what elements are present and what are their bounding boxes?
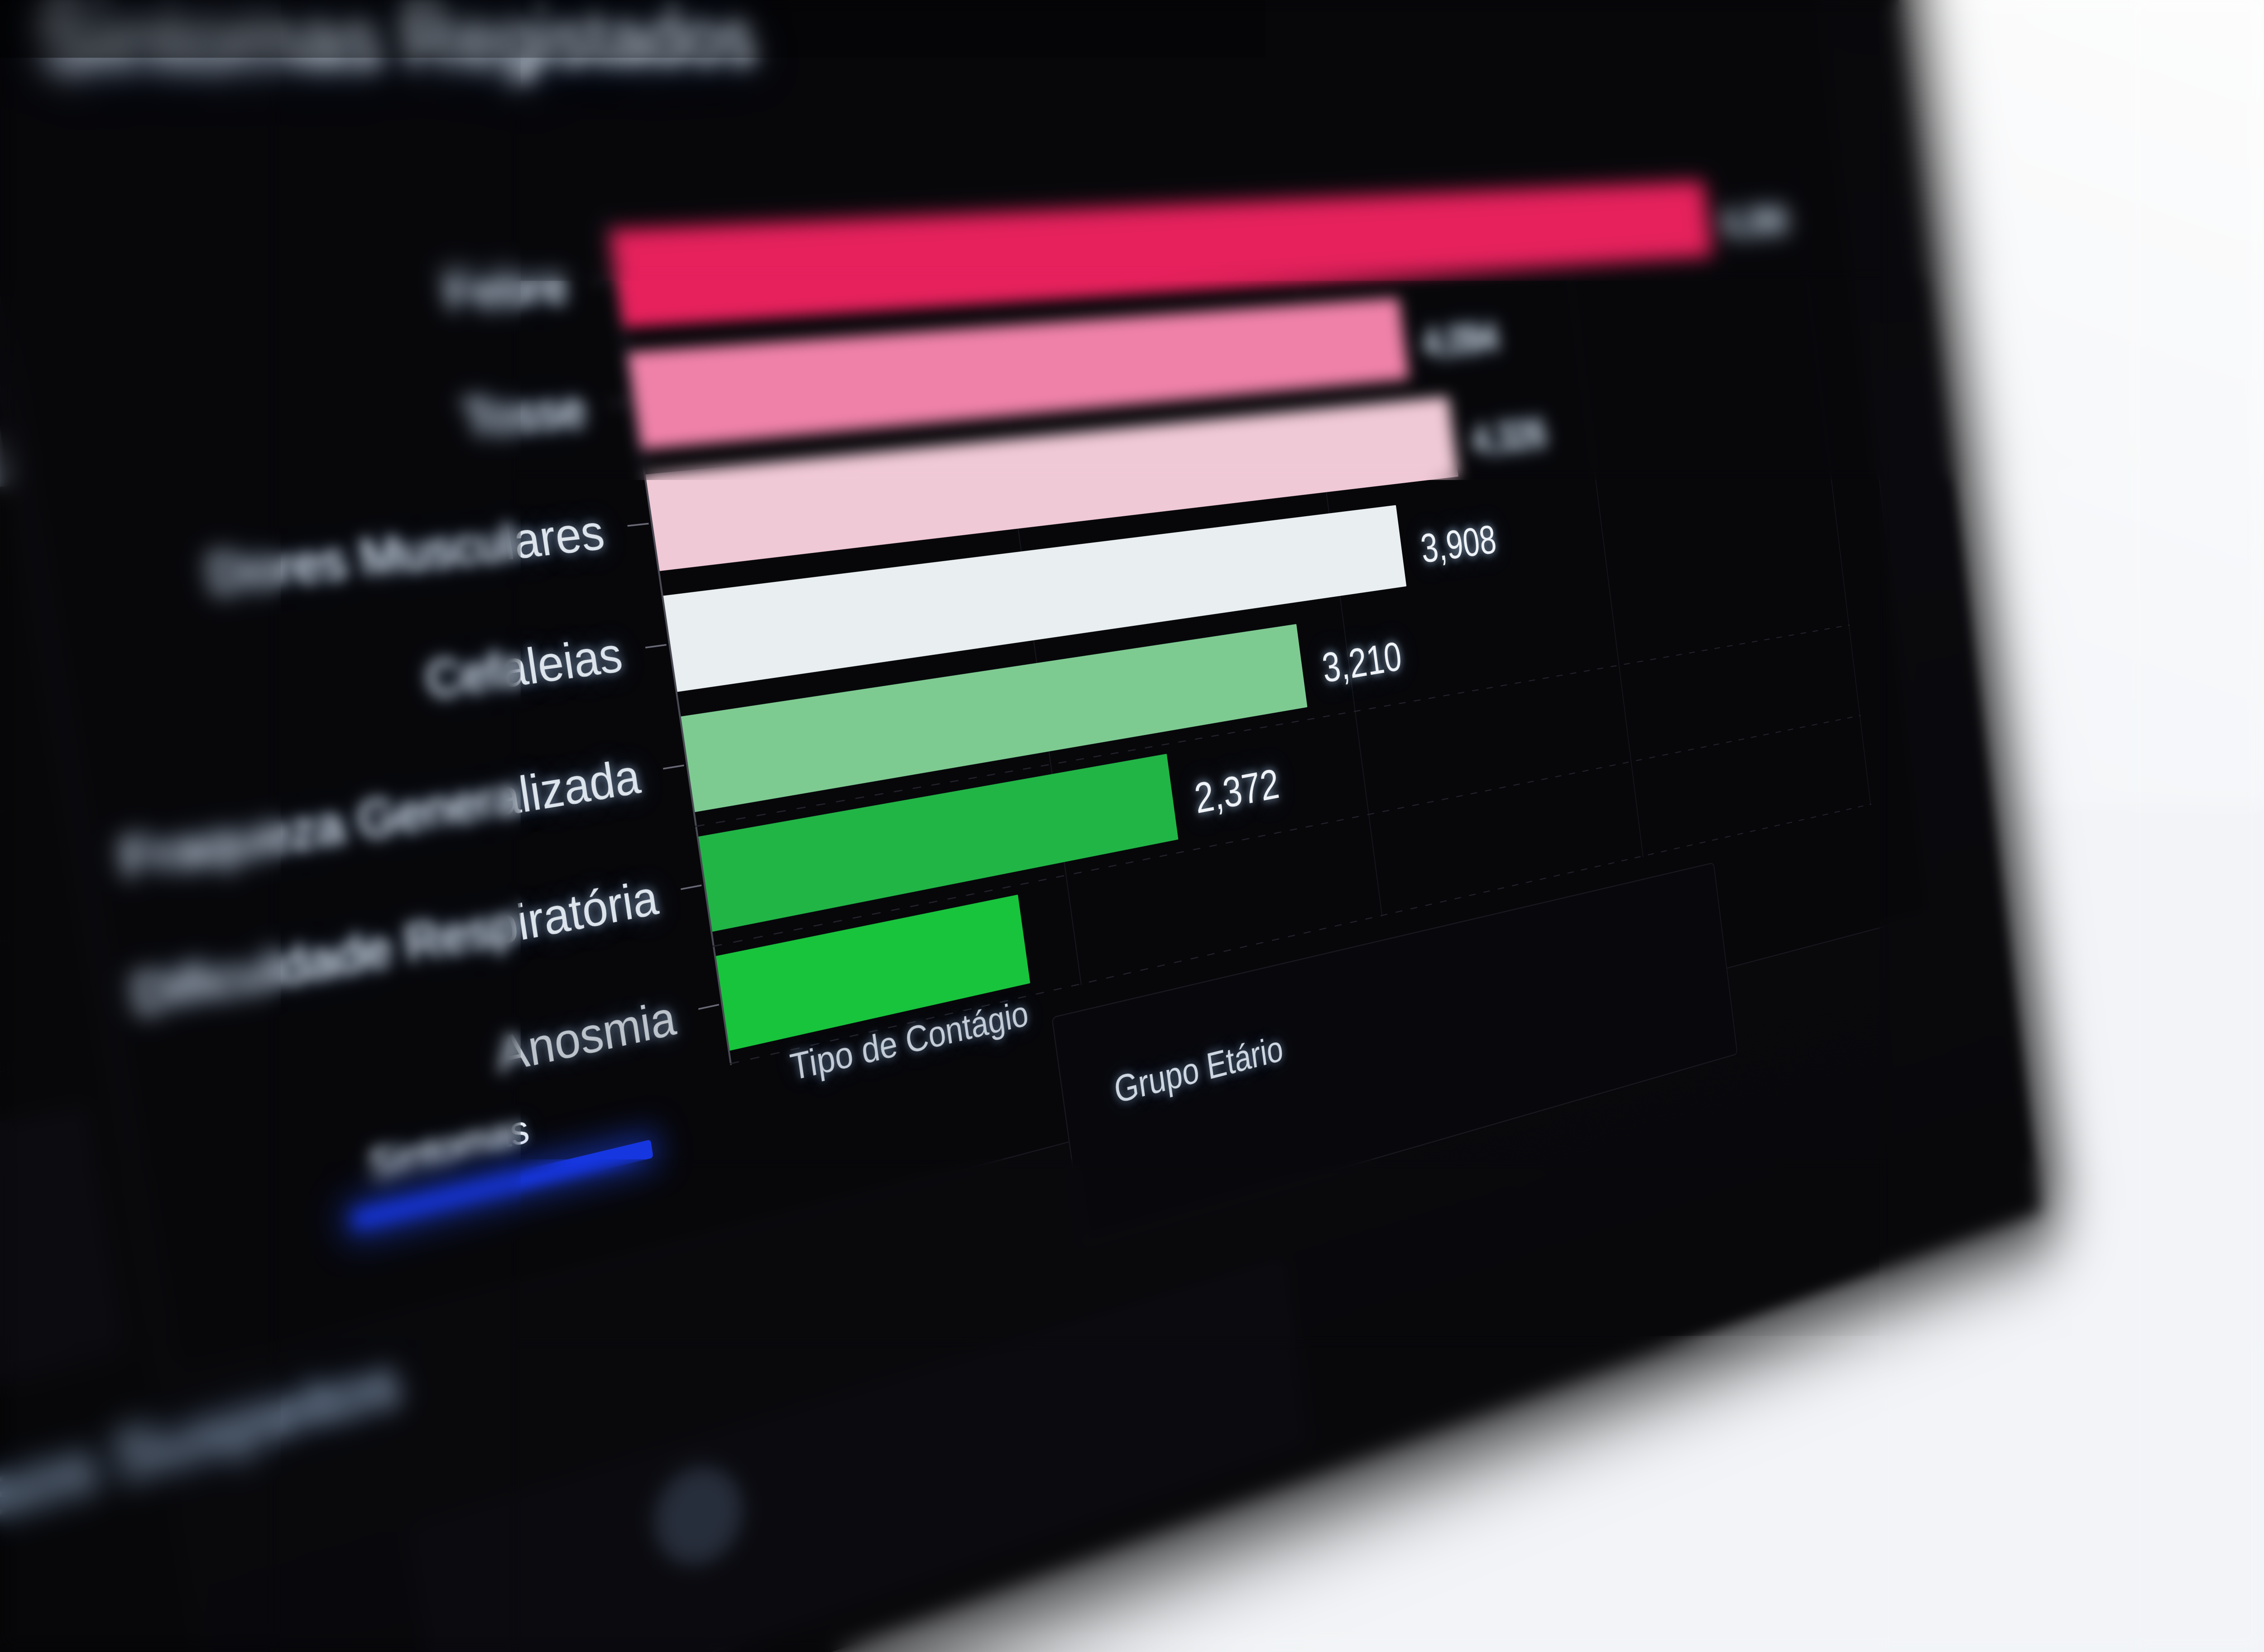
y-axis-tick (591, 279, 613, 281)
y-axis-tick (681, 884, 701, 890)
bottom-card (413, 1263, 1306, 1652)
y-axis-tick (698, 1004, 719, 1010)
sidebar-card-2[interactable] (0, 1105, 128, 1465)
bar-value-label-dificuldade-respiratoria: 2,372 (1192, 759, 1282, 823)
dashboard-app-body: nados o Gaia ção Sintomas Regis (0, 0, 2041, 1652)
perspective-stage: nados o Gaia ção Sintomas Regis (0, 0, 2264, 1652)
y-axis-label-dificuldade-respiratoria: Dificuldade Respiratória (128, 869, 662, 1026)
bar-value-label-fraqueza-generalizada: 3,210 (1319, 633, 1404, 692)
grid-line-vertical (1558, 178, 1644, 857)
y-axis-label-dores-musculares: Dores Musculares (203, 504, 608, 605)
y-axis-tick (663, 764, 684, 769)
y-axis-tick (627, 523, 648, 527)
sidebar-scrollbar[interactable] (0, 336, 10, 489)
sidebar-divider (0, 809, 10, 870)
sidebar-divider (0, 936, 30, 1006)
y-axis-label-anosmia: Anosmia (493, 989, 679, 1084)
bar-value-label-tosse: 4,094 (1420, 314, 1501, 366)
photograph-of-monitor: nados o Gaia ção Sintomas Regis (0, 0, 2264, 1652)
monitor-screen: nados o Gaia ção Sintomas Regis (0, 0, 2041, 1652)
y-axis-label-febre: Febre (440, 256, 571, 321)
page-title: Sintomas Registados (32, 0, 761, 88)
grid-line-vertical (1794, 168, 1871, 806)
y-axis-tick (645, 644, 667, 648)
y-axis-label-tosse: Tosse (459, 380, 590, 448)
sidebar-divider (0, 1061, 50, 1142)
bar-value-label-dores-musculares: 4,326 (1470, 410, 1548, 463)
bar-value-label-febre: 6,280 (1721, 199, 1790, 245)
chart-card: Sintomas Registados (0, 0, 1932, 1379)
section-heading-casos-suspeitos: o de Casos Suspeitos (0, 1345, 403, 1608)
y-axis-label-cefaleias: Cefaleias (422, 626, 626, 710)
y-axis-tick (609, 401, 631, 404)
bar-value-label-cefaleias: 3,908 (1418, 516, 1499, 572)
y-axis-label-fraqueza-generalizada: Fraqueza Generalizada (116, 748, 644, 890)
bar-febre[interactable] (610, 181, 1713, 327)
